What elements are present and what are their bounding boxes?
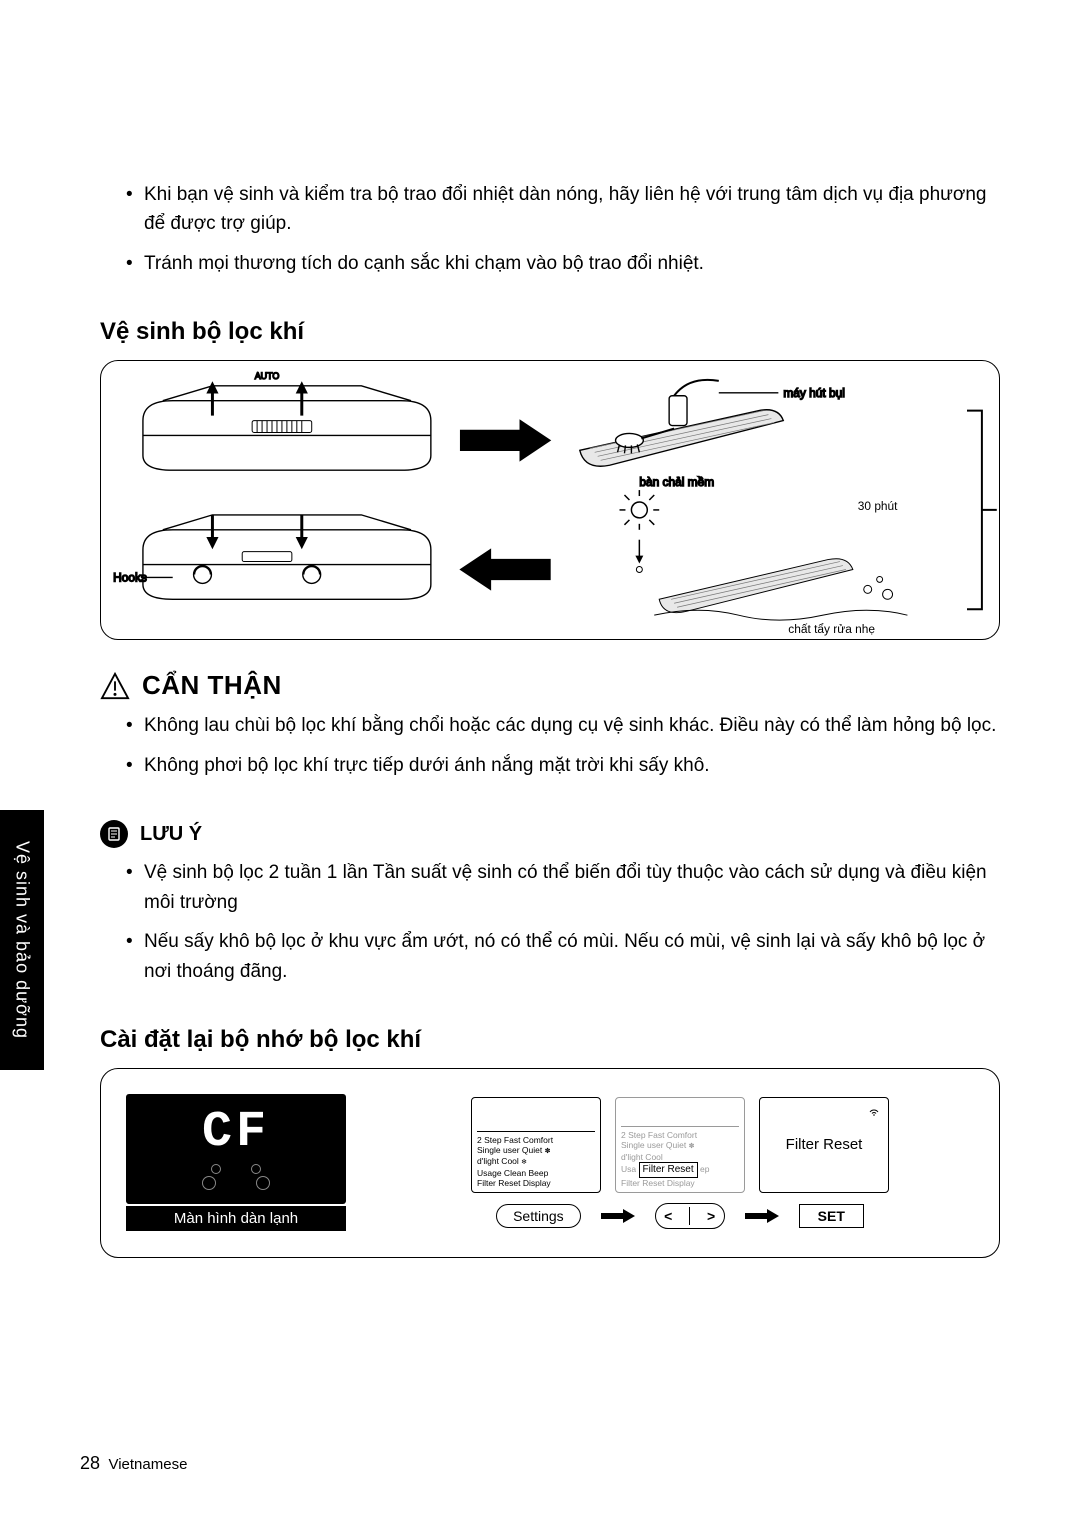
side-tab: Vệ sinh và bảo dưỡng: [0, 810, 44, 1070]
chevron-left-icon: <: [664, 1208, 672, 1224]
note-bullet: Vệ sinh bộ lọc 2 tuần 1 lần Tần suất vệ …: [126, 858, 1000, 917]
nav-left-right-button[interactable]: < >: [655, 1203, 725, 1229]
arrow-right-icon: [745, 1209, 779, 1223]
intro-bullet: Tránh mọi thương tích do cạnh sắc khi ch…: [126, 249, 1000, 278]
caution-heading: CẨN THẬN: [100, 670, 1000, 701]
page-number: 28: [80, 1453, 100, 1473]
remote-screen-options: 2 Step Fast Comfort Single user Quiet ✽ …: [471, 1097, 601, 1193]
arrow-right-icon: [601, 1209, 635, 1223]
filter-reset-figure: CF Màn hình dàn lạnh 2 Step Fast Comfort…: [100, 1068, 1000, 1258]
side-tab-label: Vệ sinh và bảo dưỡng: [12, 841, 33, 1039]
caution-list: Không lau chùi bộ lọc khí bằng chổi hoặc…: [100, 711, 1000, 780]
caution-title: CẨN THẬN: [142, 670, 282, 701]
svg-text:AUTO: AUTO: [255, 371, 280, 381]
remote-sequence: 2 Step Fast Comfort Single user Quiet ✽ …: [381, 1097, 979, 1229]
note-icon: [100, 820, 128, 848]
cf-code: CF: [202, 1108, 270, 1158]
page-language: Vietnamese: [108, 1456, 187, 1473]
svg-text:máy hút bụi: máy hút bụi: [783, 386, 845, 400]
indoor-display: CF Màn hình dàn lạnh: [121, 1094, 351, 1231]
section-title-filter-reset: Cài đặt lại bộ nhớ bộ lọc khí: [100, 1026, 1000, 1054]
intro-bullet: Khi bạn vệ sinh và kiểm tra bộ trao đổi …: [126, 180, 1000, 239]
wifi-icon: [868, 1104, 880, 1119]
set-button[interactable]: SET: [799, 1204, 864, 1228]
filter-figure-svg: AUTO: [101, 361, 999, 639]
indoor-display-label: Màn hình dàn lạnh: [126, 1206, 346, 1231]
caution-bullet: Không lau chùi bộ lọc khí bằng chổi hoặc…: [126, 711, 1000, 740]
note-list: Vệ sinh bộ lọc 2 tuần 1 lần Tần suất vệ …: [100, 858, 1000, 986]
note-heading: LƯU Ý: [100, 820, 1000, 848]
svg-text:Hooks: Hooks: [113, 571, 147, 585]
remote-screen-filter-select: 2 Step Fast Comfort Single user Quiet ✽ …: [615, 1097, 745, 1193]
note-bullet: Nếu sấy khô bộ lọc ở khu vực ẩm ướt, nó …: [126, 927, 1000, 986]
svg-text:30 phút: 30 phút: [858, 499, 898, 513]
caution-bullet: Không phơi bộ lọc khí trực tiếp dưới ánh…: [126, 751, 1000, 780]
warning-triangle-icon: [100, 672, 130, 700]
filter-cleaning-figure: AUTO: [100, 360, 1000, 640]
page-footer: 28 Vietnamese: [80, 1453, 187, 1474]
chevron-right-icon: >: [707, 1208, 715, 1224]
settings-button[interactable]: Settings: [496, 1204, 581, 1228]
section-title-filter-clean: Vệ sinh bộ lọc khí: [100, 318, 1000, 346]
note-title: LƯU Ý: [140, 823, 202, 846]
svg-text:bàn chải mềm: bàn chải mềm: [639, 475, 714, 489]
intro-list: Khi bạn vệ sinh và kiểm tra bộ trao đổi …: [100, 180, 1000, 278]
svg-text:chất tẩy rửa nhẹ: chất tẩy rửa nhẹ: [788, 622, 875, 636]
remote-screen-confirm: Filter Reset: [759, 1097, 889, 1193]
